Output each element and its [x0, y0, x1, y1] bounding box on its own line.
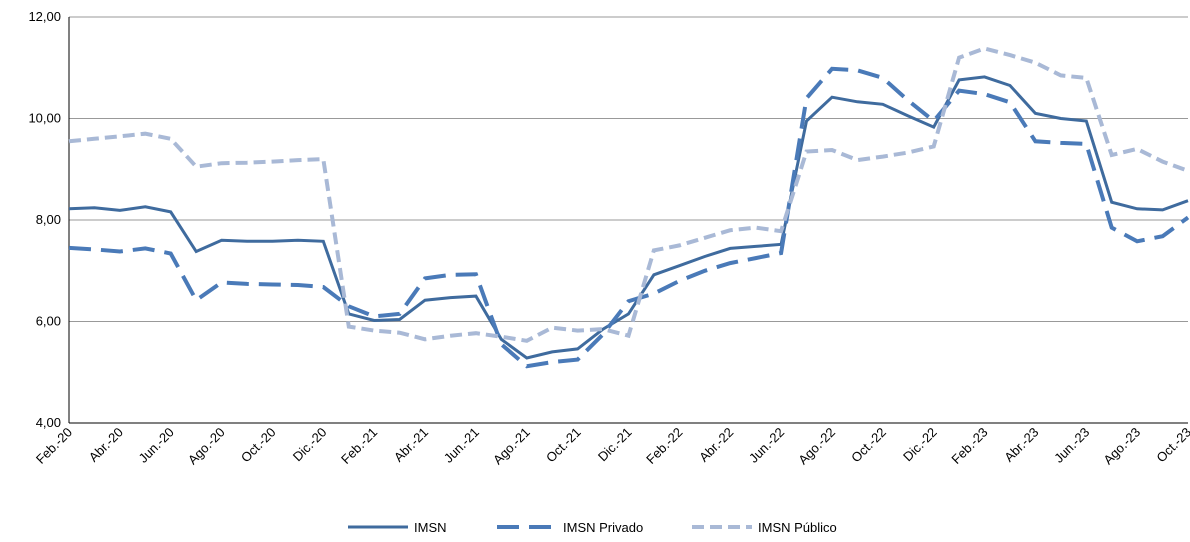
x-tick-label: Feb.-20 [33, 425, 75, 467]
series-line [68, 75, 1189, 360]
x-tick-label: Jun.-21 [441, 425, 482, 466]
x-tick-label: Ago.-22 [795, 425, 838, 468]
x-tick-label: Feb.-22 [643, 425, 685, 467]
x-tick-label: Oct.-23 [1153, 425, 1190, 466]
x-tick-label: Jun.-23 [1051, 425, 1092, 466]
x-tick-label: Oct.-21 [543, 425, 584, 466]
x-tick-label: Ago.-20 [185, 425, 228, 468]
x-tick-label: Dic.-20 [290, 425, 330, 465]
x-tick-label: Abr.-20 [86, 425, 126, 465]
x-tick-label: Ago.-21 [490, 425, 533, 468]
x-tick-label: Abr.-23 [1001, 425, 1041, 465]
y-tick-label: 10,00 [28, 111, 61, 126]
y-tick-label: 6,00 [36, 314, 61, 329]
x-tick-label: Abr.-21 [391, 425, 431, 465]
x-tick-label: Dic.-21 [595, 425, 635, 465]
series-line [68, 46, 1189, 343]
legend-label: IMSN Privado [563, 520, 643, 535]
x-tick-label: Feb.-21 [338, 425, 380, 467]
x-tick-label: Oct.-22 [848, 425, 889, 466]
y-tick-label: 8,00 [36, 212, 61, 227]
series-line [68, 66, 1190, 369]
x-tick-label: Jun.-20 [136, 425, 177, 466]
x-tick-label: Abr.-22 [696, 425, 736, 465]
x-tick-label: Jun.-22 [746, 425, 787, 466]
y-tick-label: 4,00 [36, 415, 61, 430]
legend-label: IMSN Público [758, 520, 837, 535]
y-tick-label: 12,00 [28, 9, 61, 24]
x-tick-label: Oct.-20 [238, 425, 279, 466]
x-tick-label: Ago.-23 [1100, 425, 1143, 468]
x-tick-label: Feb.-23 [948, 425, 990, 467]
legend-label: IMSN [414, 520, 447, 535]
x-tick-label: Dic.-22 [900, 425, 940, 465]
